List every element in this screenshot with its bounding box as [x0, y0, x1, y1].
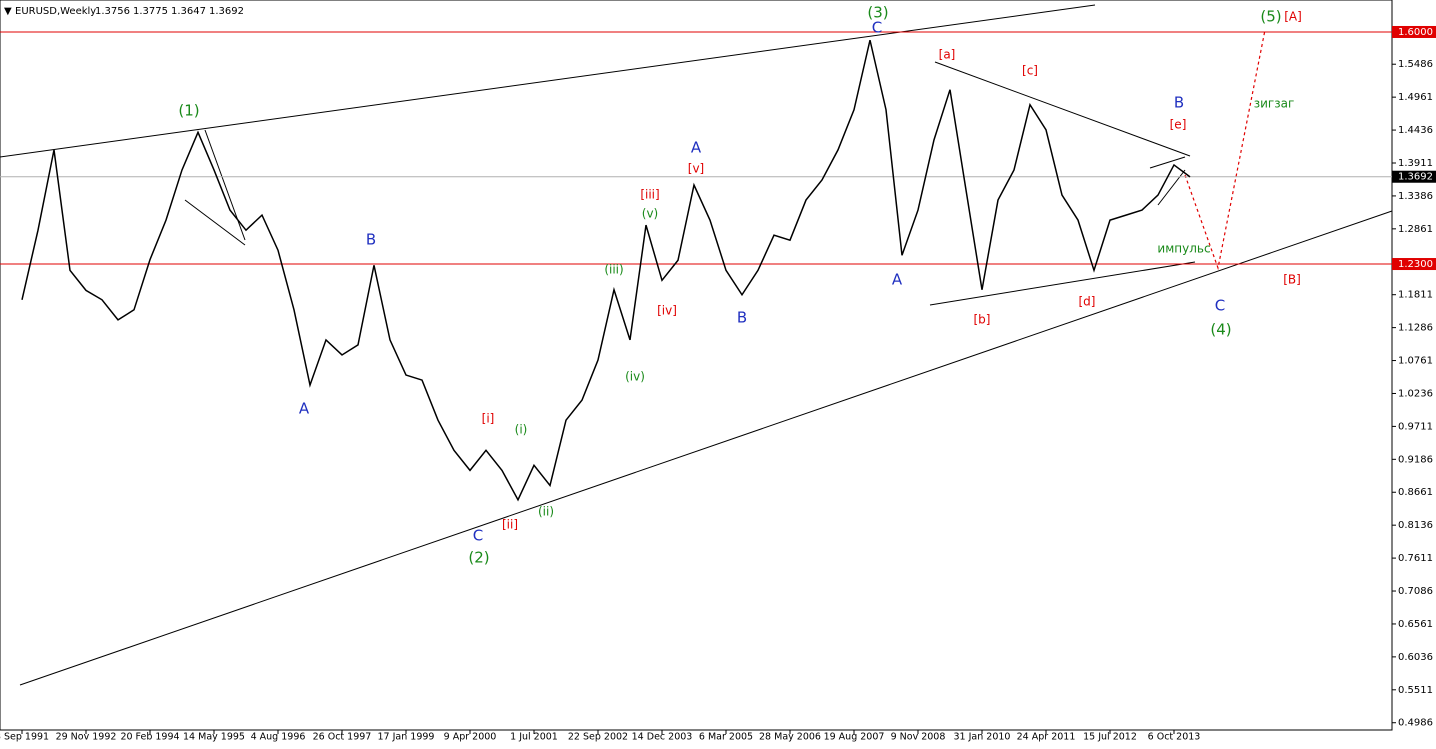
- trend-line: [0, 4, 1096, 158]
- x-tick-label: 20 Feb 1994: [120, 732, 179, 743]
- x-tick-label: 14 May 1995: [183, 732, 245, 743]
- y-tick-label: 1.5486: [1398, 59, 1433, 70]
- x-tick-label: 29 Nov 1992: [56, 732, 117, 743]
- level-label: 1.6000: [1398, 27, 1433, 38]
- symbol: EURUSD,Weekly: [15, 6, 96, 17]
- wave-label: B: [366, 231, 376, 249]
- y-tick-label: 1.4961: [1398, 92, 1433, 103]
- y-tick-label: 1.2861: [1398, 224, 1433, 235]
- x-tick-label: 6 Mar 2005: [699, 732, 753, 743]
- wave-label: A: [299, 400, 310, 418]
- trend-line: [934, 61, 1191, 157]
- x-tick-label: 4 Aug 1996: [251, 732, 306, 743]
- y-tick-label: 1.4436: [1398, 125, 1433, 136]
- trend-line: [1157, 169, 1186, 206]
- trend-line: [184, 199, 246, 246]
- y-tick-label: 1.3386: [1398, 191, 1433, 202]
- wave-label: [b]: [974, 313, 991, 327]
- ohlc-value: 1.3692: [209, 6, 244, 17]
- y-tick-label: 1.0236: [1398, 388, 1433, 399]
- wave-label: C: [473, 527, 483, 545]
- x-tick-label: 15 Jul 2012: [1083, 732, 1137, 743]
- wave-label: [iii]: [640, 188, 659, 202]
- wave-label: [iv]: [657, 304, 677, 318]
- wave-label: C: [872, 19, 882, 37]
- y-tick-label: 0.5511: [1398, 685, 1433, 696]
- x-tick-label: 31 Jan 2010: [954, 732, 1011, 743]
- wave-label: [i]: [482, 412, 495, 426]
- wave-label: зигзаг: [1254, 97, 1295, 111]
- wave-label: [a]: [939, 48, 956, 62]
- wave-label: (1): [178, 102, 199, 120]
- trend-line: [1149, 156, 1186, 169]
- x-tick-label: 9 Nov 2008: [891, 732, 946, 743]
- y-tick-label: 1.3911: [1398, 158, 1433, 169]
- x-tick-label: 14 Dec 2003: [632, 732, 693, 743]
- x-tick-label: 17 Jan 1999: [378, 732, 435, 743]
- wave-label: B: [1174, 94, 1184, 112]
- wave-label: [v]: [688, 162, 704, 176]
- y-tick-label: 0.9711: [1398, 421, 1433, 432]
- wave-label: B: [737, 309, 747, 327]
- trend-line: [929, 261, 1196, 306]
- x-tick-label: 24 Apr 2011: [1017, 732, 1076, 743]
- ohlc-value: 1.3756: [95, 6, 130, 17]
- y-tick-label: 0.8661: [1398, 487, 1433, 498]
- wave-label: A: [691, 139, 702, 157]
- price-line: [21, 39, 1191, 502]
- wave-label: (i): [515, 423, 528, 437]
- wave-label: [A]: [1284, 10, 1302, 24]
- y-tick-label: 0.7086: [1398, 586, 1433, 597]
- y-tick-label: 0.4986: [1398, 718, 1433, 729]
- y-tick-label: 0.8136: [1398, 520, 1433, 531]
- trend-lines: [0, 4, 1393, 686]
- wave-label: (3): [867, 4, 888, 22]
- x-tick-label: 28 May 2006: [759, 732, 821, 743]
- y-tick-label: 0.6036: [1398, 652, 1433, 663]
- wave-label: (iii): [604, 263, 623, 277]
- x-tick-label: 19 Aug 2007: [824, 732, 885, 743]
- x-tick-label: 8 Sep 1991: [0, 732, 49, 743]
- level-box: [1392, 25, 1436, 38]
- menu-arrow: ▼: [4, 6, 12, 17]
- trend-line: [19, 210, 1393, 686]
- wave-label: (v): [642, 207, 658, 221]
- y-tick-label: 1.0761: [1398, 356, 1433, 367]
- y-tick-label: 0.7611: [1398, 553, 1433, 564]
- wave-label: [c]: [1022, 64, 1038, 78]
- ohlc-value: 1.3647: [171, 6, 206, 17]
- level-box: [1392, 258, 1436, 271]
- x-tick-label: 9 Apr 2000: [444, 732, 497, 743]
- y-tick-label: 0.6561: [1398, 619, 1433, 630]
- last-price-label: 1.3692: [1398, 172, 1433, 183]
- level-label: 1.2300: [1398, 259, 1433, 270]
- wave-label: A: [892, 271, 903, 289]
- wave-label: [B]: [1283, 273, 1301, 287]
- y-tick-label: 0.9186: [1398, 454, 1433, 465]
- ohlc-value: 1.3775: [133, 6, 168, 17]
- wave-label: (iv): [625, 370, 645, 384]
- y-tick-label: 1.1286: [1398, 323, 1433, 334]
- wave-label: (ii): [538, 505, 554, 519]
- wave-label: (4): [1210, 321, 1231, 339]
- x-tick-label: 1 Jul 2001: [510, 732, 558, 743]
- x-tick-label: 22 Sep 2002: [568, 732, 628, 743]
- plot-frame: [0, 0, 1393, 731]
- last-price-box: [1392, 170, 1436, 183]
- x-tick-label: 6 Oct 2013: [1148, 732, 1201, 743]
- y-tick-label: 1.1811: [1398, 290, 1433, 301]
- wave-label: [e]: [1170, 118, 1187, 132]
- wave-label: C: [1215, 297, 1225, 315]
- wave-label: импульс: [1157, 242, 1210, 256]
- wave-label: [d]: [1079, 295, 1096, 309]
- projection: [1184, 29, 1266, 271]
- wave-label: (2): [468, 549, 489, 567]
- wave-label: (5): [1260, 8, 1281, 26]
- x-tick-label: 26 Oct 1997: [313, 732, 372, 743]
- wave-label: [ii]: [502, 518, 518, 532]
